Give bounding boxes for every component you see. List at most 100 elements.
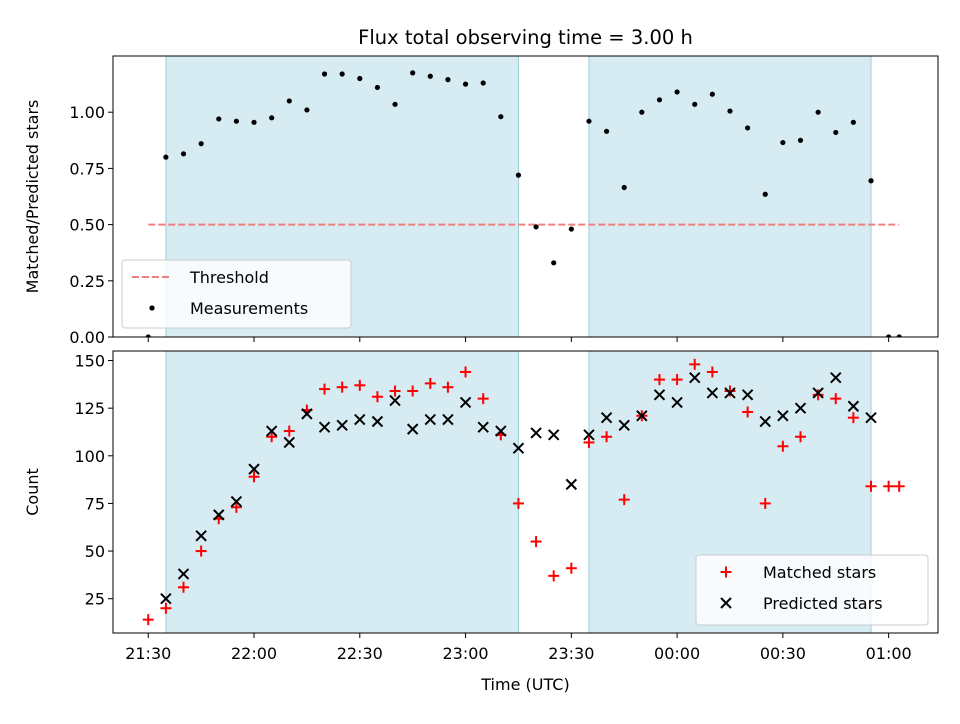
matched-star-point bbox=[706, 366, 718, 378]
predicted-star-stroke-b bbox=[530, 427, 542, 439]
predicted-star-stroke-b bbox=[459, 396, 472, 409]
measurement-point bbox=[498, 114, 504, 120]
measurement-point bbox=[833, 129, 839, 136]
measurement-point bbox=[445, 77, 451, 83]
predicted-star-point bbox=[689, 371, 701, 384]
legend-box bbox=[121, 259, 352, 329]
matched-star-point bbox=[759, 497, 771, 509]
predicted-star-point bbox=[371, 415, 384, 428]
measurement-point bbox=[410, 70, 416, 76]
y-tick-label: 0.50 bbox=[69, 216, 105, 235]
x-tick-label: 01:00 bbox=[866, 644, 912, 663]
predicted-star-point bbox=[230, 495, 243, 508]
matched-star-point bbox=[319, 383, 331, 395]
matched-star-point bbox=[477, 393, 489, 405]
x-tick-label: 00:00 bbox=[654, 644, 700, 663]
matched-star-point bbox=[689, 358, 701, 370]
y-tick-label: 0.75 bbox=[69, 159, 105, 178]
measurement-point bbox=[621, 184, 627, 191]
predicted-star-point bbox=[301, 408, 313, 420]
y-tick-label: 125 bbox=[74, 399, 105, 418]
predicted-star-stroke-b bbox=[600, 411, 613, 424]
predicted-star-stroke-b bbox=[248, 463, 260, 475]
measurement-point bbox=[603, 128, 610, 134]
predicted-star-point bbox=[794, 402, 807, 414]
matched-star-point bbox=[354, 379, 366, 391]
matched-star-point bbox=[248, 471, 260, 483]
predicted-star-stroke-b bbox=[160, 592, 172, 605]
measurement-point bbox=[392, 101, 398, 107]
predicted-star-stroke-b bbox=[759, 415, 771, 428]
y-tick-label: 0.00 bbox=[69, 328, 105, 347]
measurement-point bbox=[145, 334, 151, 337]
predicted-star-point bbox=[283, 436, 295, 449]
matched-star-point bbox=[830, 393, 842, 405]
predicted-star-stroke-b bbox=[371, 415, 384, 428]
predicted-star-stroke-b bbox=[406, 423, 419, 435]
matched-star-point bbox=[724, 385, 736, 397]
measurement-point bbox=[374, 84, 381, 91]
predicted-star-stroke-b bbox=[618, 419, 630, 432]
predicted-star-point bbox=[160, 592, 172, 605]
observing-window-0 bbox=[165, 350, 519, 634]
measurement-point bbox=[692, 101, 698, 107]
measurement-point bbox=[727, 108, 733, 114]
measurement-point bbox=[586, 118, 592, 124]
measurement-point bbox=[216, 116, 222, 122]
matched-star-point bbox=[371, 391, 383, 403]
predicted-star-point bbox=[459, 396, 472, 409]
axes-frame bbox=[112, 350, 939, 634]
predicted-star-point bbox=[406, 423, 419, 435]
predicted-star-point bbox=[336, 419, 348, 432]
matched-star-point bbox=[812, 389, 824, 401]
top-panel: 0.00 0.25 0.50 0.75 1.00 Flux total observing… bbox=[23, 26, 939, 347]
predicted-star-stroke-b bbox=[777, 410, 789, 422]
predicted-star-stroke-b bbox=[830, 371, 842, 384]
measurement-point bbox=[674, 89, 680, 95]
legend-threshold-label: Threshold bbox=[189, 268, 269, 287]
matched-star-point bbox=[178, 581, 190, 593]
predicted-star-point bbox=[195, 530, 207, 542]
predicted-star-point bbox=[724, 387, 736, 399]
x-tick-label: 00:30 bbox=[760, 644, 806, 663]
matched-star-point bbox=[883, 480, 895, 492]
predicted-star-stroke-b bbox=[724, 387, 736, 399]
matched-star-point bbox=[601, 431, 613, 443]
predicted-star-point bbox=[389, 394, 401, 407]
predicted-star-stroke-b bbox=[424, 413, 437, 426]
data-layer bbox=[145, 70, 902, 337]
measurement-point bbox=[780, 139, 786, 146]
measurement-point bbox=[551, 260, 557, 266]
predicted-star-stroke-b bbox=[195, 530, 207, 542]
measurement-point bbox=[198, 141, 204, 147]
measurement-point bbox=[656, 97, 663, 103]
measurement-point bbox=[515, 172, 522, 178]
predicted-star-point bbox=[865, 411, 877, 424]
predicted-star-stroke-b bbox=[512, 442, 525, 454]
measurement-point bbox=[868, 178, 874, 184]
measurement-point bbox=[709, 91, 715, 97]
bottom-panel: 25 50 75 100 125 150 21:30 22:00 22:30 23:00 23:30… bbox=[23, 350, 939, 694]
matched-star-point bbox=[230, 501, 242, 513]
y-tick-label: 75 bbox=[85, 494, 105, 513]
y-axis-label: Count bbox=[23, 468, 42, 516]
predicted-star-stroke-b bbox=[283, 436, 295, 449]
predicted-star-stroke-b bbox=[301, 408, 313, 420]
y-axis-label: Matched/Predicted stars bbox=[23, 100, 42, 294]
matched-star-point bbox=[160, 602, 172, 614]
predicted-star-point bbox=[741, 389, 754, 401]
predicted-star-point bbox=[265, 425, 278, 437]
predicted-star-point bbox=[512, 442, 525, 454]
predicted-star-stroke-b bbox=[741, 389, 754, 401]
x-tick-label: 23:30 bbox=[548, 644, 594, 663]
x-tick-label: 22:30 bbox=[337, 644, 383, 663]
predicted-star-point bbox=[777, 410, 789, 422]
predicted-star-stroke-b bbox=[177, 568, 190, 580]
measurement-point bbox=[339, 71, 345, 77]
measurement-point bbox=[850, 119, 856, 125]
matched-star-point bbox=[671, 374, 683, 386]
x-tick-label: 23:00 bbox=[443, 644, 489, 663]
predicted-star-point bbox=[213, 509, 225, 521]
measurement-point bbox=[797, 137, 804, 143]
predicted-star-stroke-b bbox=[336, 419, 348, 432]
